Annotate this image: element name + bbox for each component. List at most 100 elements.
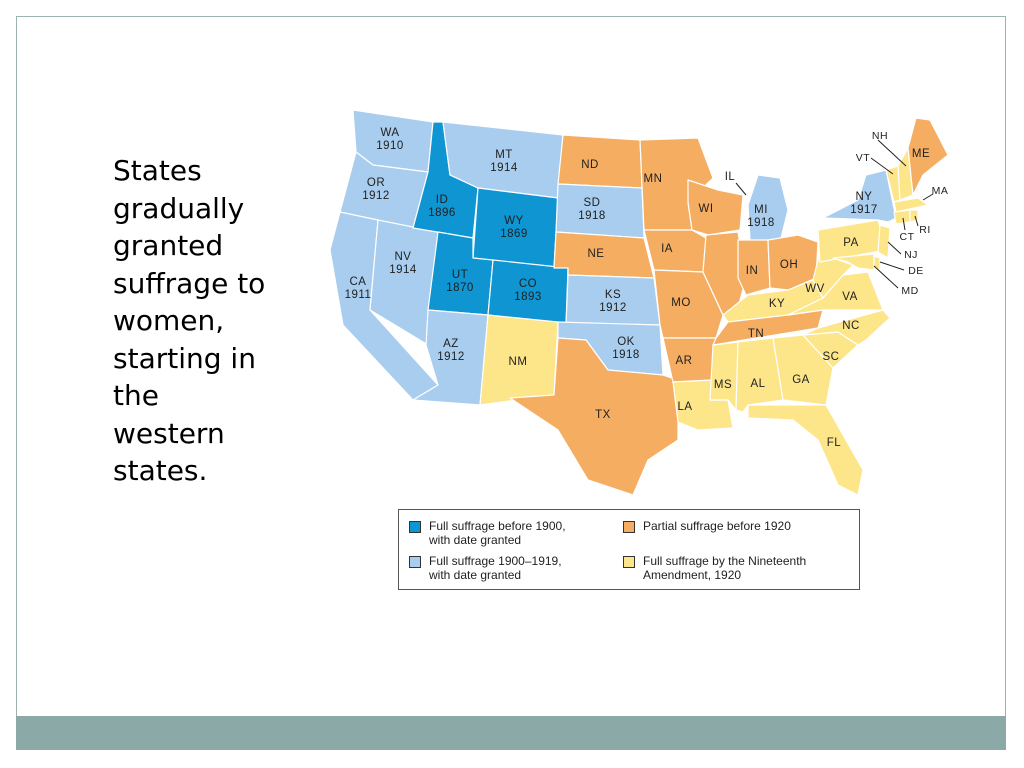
label-NH: NH bbox=[872, 130, 888, 142]
label-WV: WV bbox=[805, 283, 825, 295]
label-MT-year: 1914 bbox=[490, 162, 518, 174]
label-NM: NM bbox=[509, 356, 528, 368]
label-OR: OR 1912 bbox=[362, 177, 390, 202]
leader-CT bbox=[902, 217, 906, 231]
label-SD: SD 1918 bbox=[578, 197, 606, 222]
state-TX bbox=[509, 337, 679, 496]
label-IL: IL bbox=[725, 171, 736, 183]
state-MS bbox=[709, 341, 739, 411]
label-NJ: NJ bbox=[904, 249, 918, 261]
state-NJ bbox=[877, 224, 891, 259]
state-NC bbox=[802, 309, 891, 346]
label-NC: NC bbox=[842, 320, 860, 332]
label-WI: WI bbox=[698, 203, 713, 215]
label-OH: OH bbox=[780, 259, 798, 271]
leader-VT bbox=[870, 157, 894, 175]
label-IN: IN bbox=[746, 265, 759, 277]
state-DE bbox=[873, 255, 881, 271]
label-FL: FL bbox=[827, 437, 842, 449]
label-NE: NE bbox=[588, 248, 605, 260]
label-SD-year: 1918 bbox=[578, 210, 606, 222]
label-IA: IA bbox=[661, 243, 673, 255]
label-LA: LA bbox=[677, 401, 692, 413]
label-ND: ND bbox=[581, 159, 599, 171]
legend-item-nineteenth-amendment: Full suffrage by the Nineteenth Amendmen… bbox=[623, 554, 806, 582]
label-WA-year: 1910 bbox=[376, 140, 404, 152]
state-MD bbox=[832, 253, 875, 271]
legend-item-full-1900-1919: Full suffrage 1900–1919, with date grant… bbox=[409, 554, 562, 582]
label-RI: RI bbox=[919, 224, 931, 236]
label-MO: MO bbox=[671, 297, 691, 309]
label-ID-year: 1896 bbox=[428, 207, 456, 219]
state-FL bbox=[747, 404, 864, 496]
leader-NH bbox=[877, 139, 907, 167]
label-OK: OK 1918 bbox=[612, 336, 640, 361]
label-AZ-year: 1912 bbox=[437, 351, 465, 363]
state-GA bbox=[772, 334, 834, 406]
label-CO-abbr: CO bbox=[519, 278, 537, 290]
us-map-svg: WA 1910 OR 1912 CA 1911 NV 1914 ID 1896 MT 191… bbox=[329, 109, 949, 496]
leader-IL bbox=[735, 182, 747, 196]
label-WA: WA 1910 bbox=[376, 127, 404, 152]
label-ID-abbr: ID bbox=[436, 194, 449, 206]
state-MA bbox=[893, 197, 929, 213]
label-SD-abbr: SD bbox=[584, 197, 601, 209]
leader-MD bbox=[873, 265, 899, 289]
label-MT-abbr: MT bbox=[495, 149, 513, 161]
label-CO-year: 1893 bbox=[514, 291, 542, 303]
label-WY-year: 1869 bbox=[500, 228, 528, 240]
label-MN: MN bbox=[644, 173, 663, 185]
slide-body-text: States gradually granted suffrage to wom… bbox=[113, 154, 266, 487]
label-GA: GA bbox=[792, 374, 810, 386]
label-UT-year: 1870 bbox=[446, 282, 474, 294]
label-NY-abbr: NY bbox=[856, 191, 873, 203]
label-KS: KS 1912 bbox=[599, 289, 627, 314]
state-ND bbox=[557, 134, 643, 189]
state-WI bbox=[687, 179, 744, 236]
label-MS: MS bbox=[714, 379, 732, 391]
legend-swatch bbox=[623, 521, 635, 533]
label-TN: TN bbox=[748, 328, 764, 340]
state-IA bbox=[643, 229, 707, 273]
label-CA: CA 1911 bbox=[345, 276, 372, 301]
label-ME: ME bbox=[912, 148, 930, 160]
label-PA: PA bbox=[843, 237, 859, 249]
leader-NJ bbox=[887, 241, 902, 255]
label-MI: MI 1918 bbox=[747, 204, 775, 229]
label-WY: WY 1869 bbox=[500, 215, 528, 240]
leader-RI bbox=[914, 215, 919, 227]
label-UT-abbr: UT bbox=[452, 269, 468, 281]
label-CO: CO 1893 bbox=[514, 278, 542, 303]
label-WY-abbr: WY bbox=[504, 215, 524, 227]
label-OR-year: 1912 bbox=[362, 190, 390, 202]
label-NV-year: 1914 bbox=[389, 264, 417, 276]
us-suffrage-map: WA 1910 OR 1912 CA 1911 NV 1914 ID 1896 MT 191… bbox=[318, 100, 968, 500]
label-MT: MT 1914 bbox=[490, 149, 518, 174]
label-UT: UT 1870 bbox=[446, 269, 474, 294]
legend-label: Partial suffrage before 1920 bbox=[643, 519, 791, 533]
legend-swatch bbox=[623, 556, 635, 568]
legend-label: Full suffrage 1900–1919, with date grant… bbox=[429, 554, 562, 582]
legend-label: Full suffrage before 1900, with date gra… bbox=[429, 519, 566, 547]
label-KS-abbr: KS bbox=[605, 289, 621, 301]
label-MA: MA bbox=[932, 185, 949, 197]
label-NY-year: 1917 bbox=[850, 204, 878, 216]
label-MI-year: 1918 bbox=[747, 217, 775, 229]
label-CA-abbr: CA bbox=[350, 276, 367, 288]
label-DE: DE bbox=[908, 265, 924, 277]
state-CT bbox=[893, 209, 911, 225]
legend-label: Full suffrage by the Nineteenth Amendmen… bbox=[643, 554, 807, 582]
state-NY bbox=[822, 169, 897, 223]
leader-MA bbox=[922, 193, 934, 201]
label-KY: KY bbox=[769, 298, 785, 310]
state-RI bbox=[909, 209, 919, 223]
legend-swatch bbox=[409, 556, 421, 568]
label-OK-abbr: OK bbox=[617, 336, 635, 348]
footer-bar bbox=[16, 716, 1006, 750]
label-AZ-abbr: AZ bbox=[443, 338, 459, 350]
label-VA: VA bbox=[842, 291, 858, 303]
legend-swatch bbox=[409, 521, 421, 533]
label-KS-year: 1912 bbox=[599, 302, 627, 314]
label-TX: TX bbox=[595, 409, 611, 421]
label-AZ: AZ 1912 bbox=[437, 338, 465, 363]
